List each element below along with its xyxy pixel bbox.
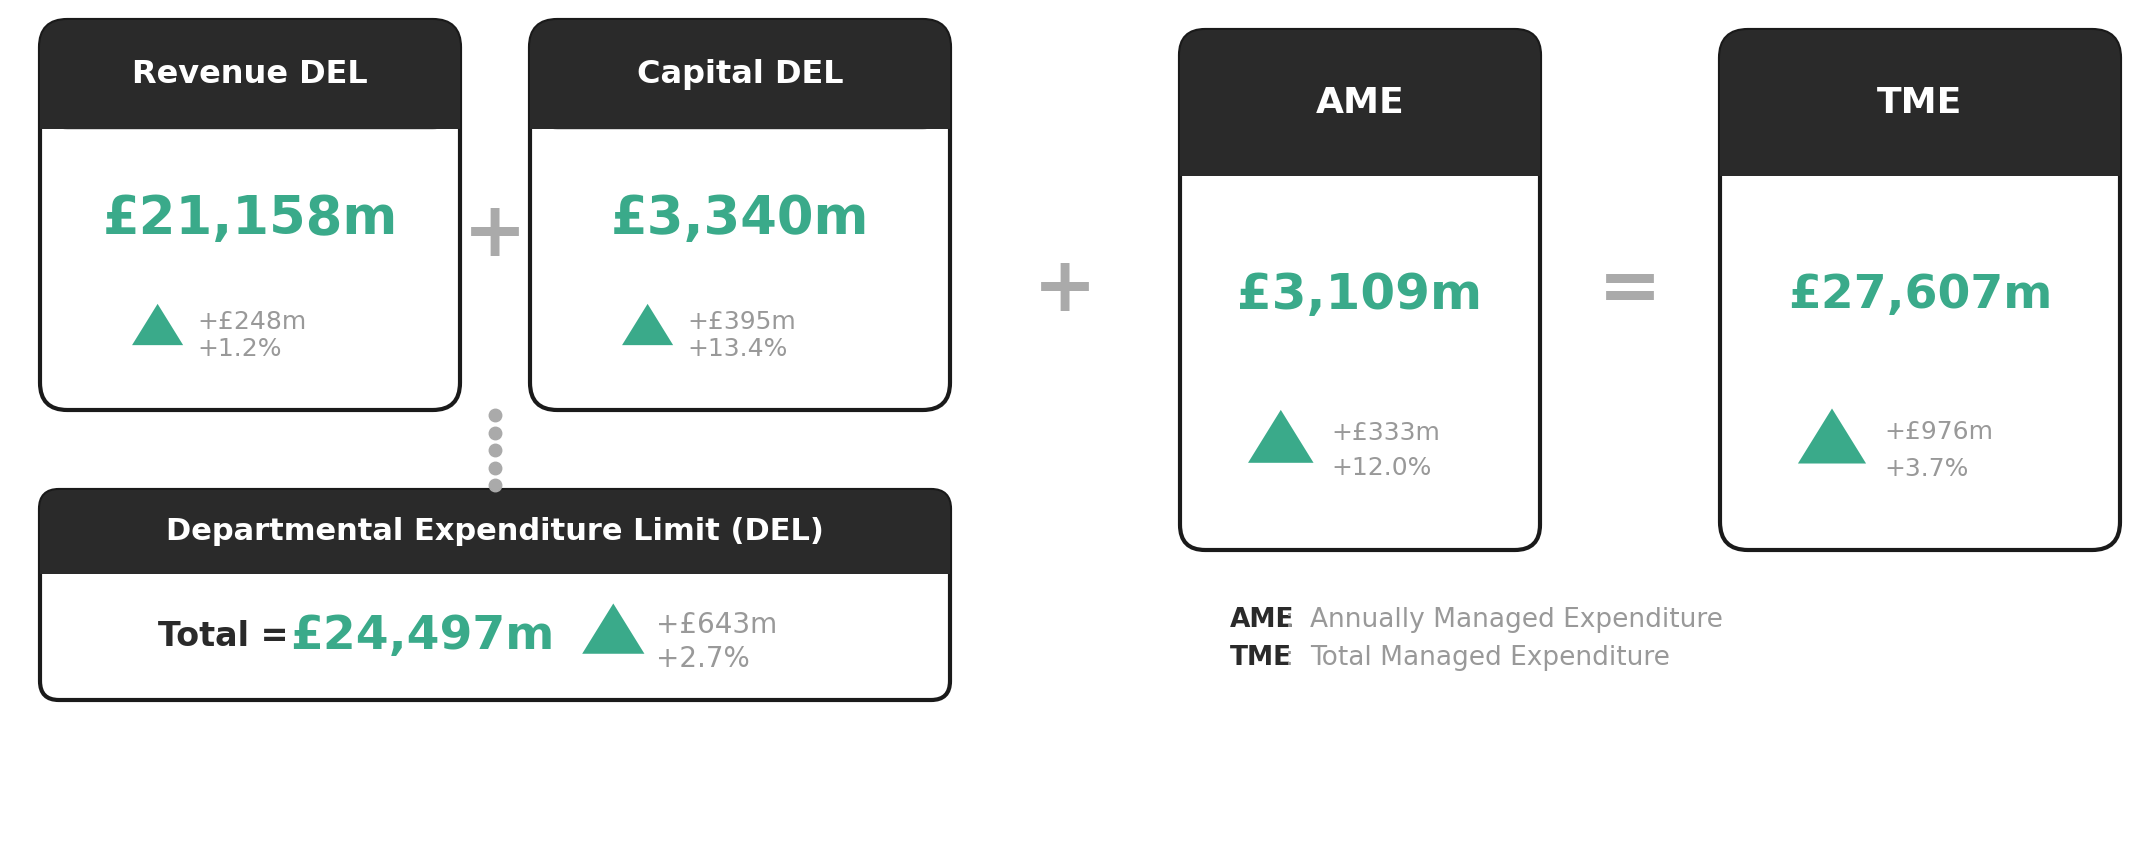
Polygon shape [1247, 410, 1314, 462]
Text: +£976m: +£976m [1883, 420, 1993, 444]
Text: Capital DEL: Capital DEL [636, 60, 843, 90]
Text: =: = [1597, 253, 1662, 327]
Text: +£248m: +£248m [198, 309, 305, 333]
FancyBboxPatch shape [1720, 30, 2120, 176]
FancyBboxPatch shape [41, 490, 950, 700]
Text: AME: AME [1230, 607, 1294, 633]
Text: Revenue DEL: Revenue DEL [131, 60, 368, 90]
Bar [41, 75, 460, 129]
Text: £21,158m: £21,158m [103, 193, 398, 245]
Text: +13.4%: +13.4% [686, 337, 787, 361]
Polygon shape [621, 303, 673, 345]
FancyBboxPatch shape [41, 20, 460, 129]
Text: AME: AME [1316, 86, 1404, 120]
Text: Departmental Expenditure Limit (DEL): Departmental Expenditure Limit (DEL) [166, 518, 823, 547]
FancyBboxPatch shape [531, 20, 950, 410]
Bar [1720, 103, 2120, 176]
Text: :: : [1286, 607, 1294, 633]
Bar [1180, 103, 1539, 176]
FancyBboxPatch shape [531, 20, 950, 129]
Text: £3,109m: £3,109m [1238, 271, 1483, 320]
Text: +1.2%: +1.2% [198, 337, 282, 361]
Text: +3.7%: +3.7% [1883, 456, 1969, 481]
Text: +£643m: +£643m [656, 611, 778, 639]
Text: TME: TME [1877, 86, 1963, 120]
FancyBboxPatch shape [1180, 30, 1539, 550]
Text: :: : [1286, 645, 1294, 671]
Text: Total =: Total = [159, 620, 301, 654]
Text: Total Managed Expenditure: Total Managed Expenditure [1309, 645, 1671, 671]
Text: +: + [462, 197, 527, 271]
Polygon shape [1797, 409, 1866, 463]
Bar [531, 75, 950, 129]
Text: +: + [1032, 253, 1096, 327]
Polygon shape [583, 604, 645, 654]
Text: +£333m: +£333m [1331, 421, 1440, 445]
FancyBboxPatch shape [41, 20, 460, 410]
FancyBboxPatch shape [41, 490, 950, 574]
Text: TME: TME [1230, 645, 1292, 671]
FancyBboxPatch shape [1720, 30, 2120, 550]
Bar [41, 532, 950, 574]
Text: +£395m: +£395m [686, 309, 796, 333]
Text: £3,340m: £3,340m [611, 193, 869, 245]
Text: +12.0%: +12.0% [1331, 456, 1432, 480]
Text: £27,607m: £27,607m [1789, 273, 2053, 318]
Text: Annually Managed Expenditure: Annually Managed Expenditure [1309, 607, 1722, 633]
Text: +2.7%: +2.7% [656, 644, 750, 672]
Polygon shape [131, 303, 183, 345]
Text: £24,497m: £24,497m [290, 615, 555, 660]
FancyBboxPatch shape [1180, 30, 1539, 176]
